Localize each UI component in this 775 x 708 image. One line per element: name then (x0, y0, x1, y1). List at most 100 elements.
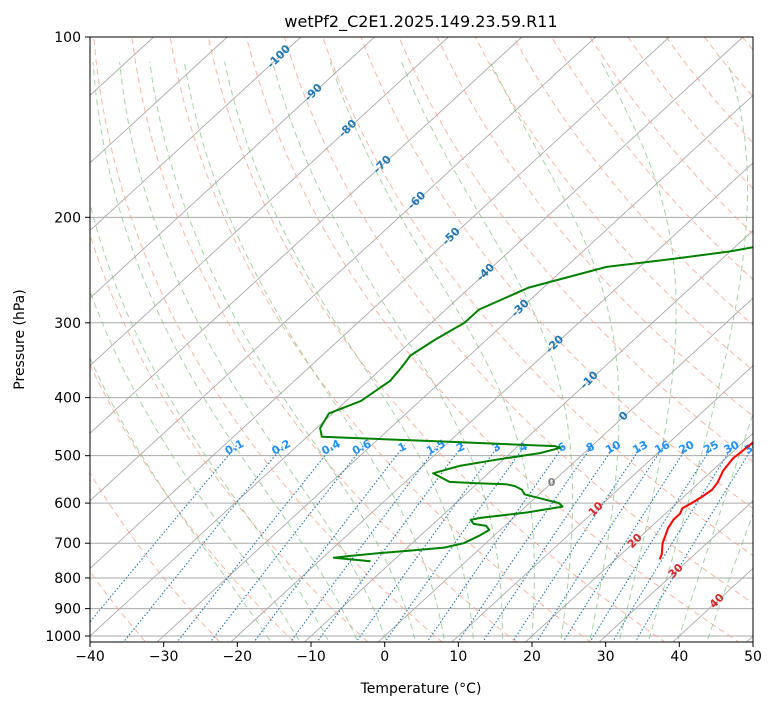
x-tick-label: 10 (449, 649, 467, 665)
isotherm-line (156, 94, 753, 642)
x-axis-label: Temperature (°C) (360, 681, 482, 697)
mixing-ratio-line (426, 444, 565, 642)
mixing-ratio-label: 13 (630, 438, 650, 457)
mixing-ratio-label: 20 (677, 438, 697, 457)
dry-adiabat-line (245, 37, 740, 642)
mixing-ratio-line (253, 444, 406, 642)
moist-adiabat-line (706, 512, 753, 642)
x-tick-label: −20 (223, 649, 253, 665)
plot-frame (89, 36, 754, 643)
mixing-ratio-line (122, 444, 285, 642)
dry-adiabat-line (169, 37, 592, 642)
mixing-ratio-line (355, 444, 500, 642)
dry-adiabat-line (90, 570, 147, 642)
dry-adiabat-line (474, 37, 753, 372)
mixing-ratio-label: 10 (603, 438, 623, 457)
mixing-ratio-line (634, 445, 753, 642)
dry-adiabat-line (207, 37, 666, 642)
isotherm-line (90, 37, 375, 299)
dry-adiabat-line (436, 37, 753, 417)
moist-adiabat-line (92, 61, 359, 642)
isotherm-line (90, 37, 228, 164)
isotherm-line (90, 37, 744, 637)
sounding-series (319, 246, 753, 563)
isotherm-line (90, 37, 449, 367)
y-axis: 100 200 300 400 500 600 700 800 900 1000 (45, 30, 90, 645)
y-tick-label: 300 (54, 316, 81, 332)
dry-adiabat-line (131, 37, 518, 642)
isotherm-line (90, 37, 523, 434)
moist-adiabat-line (224, 61, 475, 642)
mixing-ratio-line (611, 444, 734, 642)
moist-adiabat-line (90, 356, 272, 642)
isotherm-line (90, 37, 596, 502)
y-tick-label: 700 (54, 536, 81, 552)
y-tick-label: 600 (54, 496, 81, 512)
x-tick-label: 0 (380, 649, 389, 665)
mixing-ratio-label: 16 (652, 438, 672, 457)
mixing-ratio-label: 30 (722, 438, 742, 457)
moist-adiabat-line (647, 61, 749, 642)
y-tick-label: 1000 (45, 629, 81, 645)
isotherm-line (90, 37, 302, 232)
moist-adiabat-line (400, 61, 574, 642)
background-line-labels: -100-90-80-70-60-50-40-30-20-1000.1 0.2 0.… (223, 42, 753, 611)
temperature-profile (658, 441, 753, 560)
y-tick-label: 500 (54, 449, 81, 465)
y-axis-label: Pressure (hPa) (12, 289, 28, 389)
mixing-ratio-line (176, 444, 334, 642)
moist-adiabat-line (489, 61, 620, 642)
mixing-ratio-line (562, 444, 689, 642)
y-tick-label: 100 (54, 30, 81, 46)
dry-adiabat-line (513, 37, 753, 326)
moist-adiabat-line (183, 61, 446, 642)
moist-adiabat-line (149, 61, 417, 642)
moist-adiabat-line (119, 61, 388, 642)
dry-adiabat-line (90, 233, 369, 642)
isotherm-line (451, 365, 753, 642)
mixing-ratio-line (536, 444, 665, 642)
x-tick-label: 50 (744, 649, 762, 665)
mixing-ratio-line (511, 444, 643, 642)
dry-adiabat-line (90, 472, 221, 642)
isotherm-line (230, 162, 753, 642)
x-tick-label: 40 (670, 649, 688, 665)
x-tick-label: −30 (149, 649, 179, 665)
background-lines (90, 37, 753, 642)
moist-adiabat-line (676, 412, 753, 642)
mixing-ratio-label: 25 (701, 438, 721, 457)
x-tick-label: 30 (597, 649, 615, 665)
y-tick-label: 900 (54, 602, 81, 618)
x-tick-label: −40 (75, 649, 105, 665)
moist-adiabat-line (600, 61, 677, 642)
y-tick-label: 200 (54, 210, 81, 226)
dry-adiabat-line (93, 37, 443, 642)
mixing-ratio-line (457, 444, 593, 642)
isotherm-line (377, 297, 753, 642)
x-tick-label: 20 (523, 649, 541, 665)
mixing-ratio-line (90, 444, 238, 623)
dry-adiabat-line (322, 37, 753, 557)
chart-title: wetPf2_C2E1.2025.149.23.59.R11 (284, 12, 557, 32)
dewpoint-profile (319, 246, 753, 563)
isotherm-line (90, 37, 670, 570)
plot-background (90, 37, 753, 642)
mixing-ratio-line (289, 444, 439, 642)
mixing-ratio-line (589, 444, 714, 642)
dry-adiabat-line (360, 37, 753, 510)
y-tick-label: 800 (54, 571, 81, 587)
mixing-ratio-line (482, 444, 616, 642)
moist-adiabat-line (90, 201, 330, 642)
moist-adiabat-line (271, 61, 504, 642)
x-tick-label: −10 (296, 649, 326, 665)
x-axis: −40 −30 −20 −10 0 10 20 30 40 50 (75, 642, 762, 665)
dry-adiabat-line (398, 37, 753, 463)
isotherm-line (598, 500, 753, 642)
isotherm-line (524, 432, 753, 642)
isotherm-line (303, 229, 753, 642)
freezing-level-label: 0 (548, 476, 556, 489)
moist-adiabat-line (329, 61, 535, 642)
mixing-ratio-line (316, 444, 464, 642)
y-tick-label: 400 (54, 391, 81, 407)
